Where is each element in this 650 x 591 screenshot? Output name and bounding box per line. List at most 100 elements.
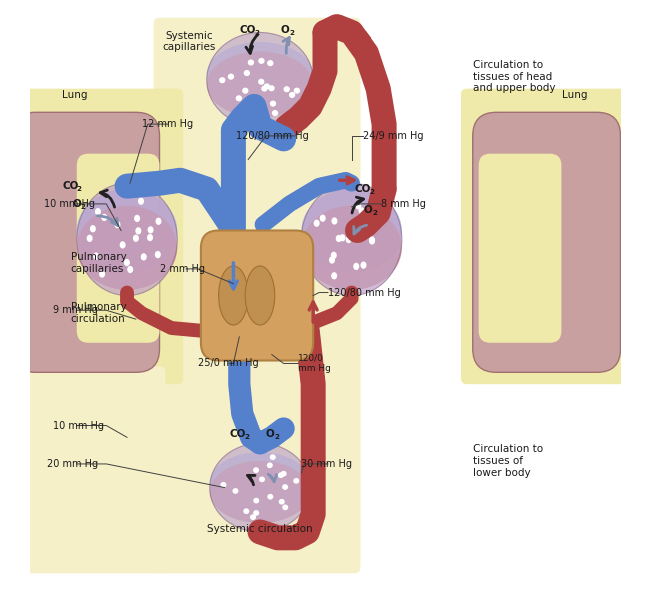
Ellipse shape <box>270 454 276 460</box>
Text: 25/0 mm Hg: 25/0 mm Hg <box>198 359 259 368</box>
Ellipse shape <box>369 236 375 243</box>
Ellipse shape <box>331 272 337 280</box>
FancyBboxPatch shape <box>461 89 627 384</box>
Ellipse shape <box>207 42 313 108</box>
Text: 2: 2 <box>372 210 377 216</box>
Ellipse shape <box>254 510 259 516</box>
Ellipse shape <box>264 83 270 89</box>
Ellipse shape <box>77 183 177 296</box>
Ellipse shape <box>210 443 310 532</box>
Ellipse shape <box>278 472 284 478</box>
Text: 2: 2 <box>254 30 259 35</box>
Text: Systemic circulation: Systemic circulation <box>207 524 313 534</box>
Ellipse shape <box>148 226 153 233</box>
Ellipse shape <box>294 87 300 94</box>
Text: Pulmonary
capillaries: Pulmonary capillaries <box>71 252 127 274</box>
Text: 120/80 mm Hg: 120/80 mm Hg <box>237 131 309 141</box>
Ellipse shape <box>313 219 320 227</box>
Text: 2: 2 <box>244 434 249 440</box>
Ellipse shape <box>254 498 259 504</box>
Ellipse shape <box>219 77 226 83</box>
Ellipse shape <box>267 60 274 66</box>
Text: 120/80 mm Hg: 120/80 mm Hg <box>328 288 400 297</box>
Ellipse shape <box>335 235 342 242</box>
Ellipse shape <box>243 508 250 514</box>
Text: 24/9 mm Hg: 24/9 mm Hg <box>363 131 424 141</box>
Ellipse shape <box>293 478 299 484</box>
Ellipse shape <box>147 234 153 241</box>
Ellipse shape <box>114 221 120 228</box>
Text: Circulation to
tissues of
lower body: Circulation to tissues of lower body <box>473 444 543 478</box>
FancyBboxPatch shape <box>153 18 361 573</box>
Text: O: O <box>281 25 289 34</box>
Ellipse shape <box>253 467 259 473</box>
Ellipse shape <box>268 85 275 92</box>
Ellipse shape <box>77 189 177 273</box>
Ellipse shape <box>258 79 265 85</box>
Ellipse shape <box>140 253 147 261</box>
Text: 2: 2 <box>289 30 294 35</box>
Ellipse shape <box>207 51 313 118</box>
Ellipse shape <box>120 241 125 249</box>
Text: Lung: Lung <box>562 90 588 99</box>
Ellipse shape <box>210 461 310 523</box>
Ellipse shape <box>242 87 248 94</box>
FancyBboxPatch shape <box>201 230 313 361</box>
Ellipse shape <box>355 202 361 210</box>
Ellipse shape <box>227 74 234 80</box>
Ellipse shape <box>353 263 359 270</box>
Ellipse shape <box>95 208 101 215</box>
Ellipse shape <box>133 235 139 242</box>
Ellipse shape <box>266 462 273 468</box>
Ellipse shape <box>282 505 288 510</box>
Ellipse shape <box>320 215 326 222</box>
Ellipse shape <box>259 476 265 482</box>
Ellipse shape <box>258 58 265 64</box>
Ellipse shape <box>155 251 161 258</box>
Text: 9 mm Hg: 9 mm Hg <box>53 306 98 315</box>
Text: CO: CO <box>354 184 371 194</box>
FancyBboxPatch shape <box>12 112 159 372</box>
Ellipse shape <box>289 92 295 98</box>
Ellipse shape <box>331 252 337 259</box>
Text: O: O <box>363 205 372 215</box>
Text: CO: CO <box>239 25 255 34</box>
FancyBboxPatch shape <box>23 366 166 573</box>
Ellipse shape <box>329 256 335 264</box>
Ellipse shape <box>93 252 99 260</box>
Ellipse shape <box>244 70 250 76</box>
Text: 30 mm Hg: 30 mm Hg <box>302 459 352 469</box>
Ellipse shape <box>302 206 402 290</box>
Text: Pulmonary
circulation: Pulmonary circulation <box>71 303 127 324</box>
Ellipse shape <box>362 223 368 230</box>
Ellipse shape <box>155 217 161 225</box>
Ellipse shape <box>261 86 268 92</box>
Ellipse shape <box>272 110 278 116</box>
Text: CO: CO <box>62 181 79 191</box>
Ellipse shape <box>77 206 177 290</box>
Text: 2: 2 <box>77 186 82 192</box>
Text: 10 mm Hg: 10 mm Hg <box>53 421 104 430</box>
Ellipse shape <box>370 206 376 213</box>
FancyBboxPatch shape <box>77 154 159 343</box>
Ellipse shape <box>369 238 375 245</box>
Text: O: O <box>266 430 275 439</box>
Text: 120/0
mm Hg: 120/0 mm Hg <box>298 354 332 373</box>
Text: 20 mm Hg: 20 mm Hg <box>47 459 98 469</box>
Ellipse shape <box>207 33 313 127</box>
Ellipse shape <box>332 217 337 225</box>
Ellipse shape <box>378 209 384 216</box>
Ellipse shape <box>346 236 352 243</box>
Ellipse shape <box>248 60 254 66</box>
Text: 10 mm Hg: 10 mm Hg <box>44 199 96 209</box>
Ellipse shape <box>281 471 287 476</box>
Ellipse shape <box>90 225 96 232</box>
Ellipse shape <box>210 452 310 514</box>
Text: CO: CO <box>229 430 246 439</box>
Ellipse shape <box>101 214 107 221</box>
FancyBboxPatch shape <box>478 154 562 343</box>
Ellipse shape <box>245 266 275 325</box>
Ellipse shape <box>361 261 367 269</box>
Ellipse shape <box>218 266 248 325</box>
Ellipse shape <box>302 183 402 296</box>
